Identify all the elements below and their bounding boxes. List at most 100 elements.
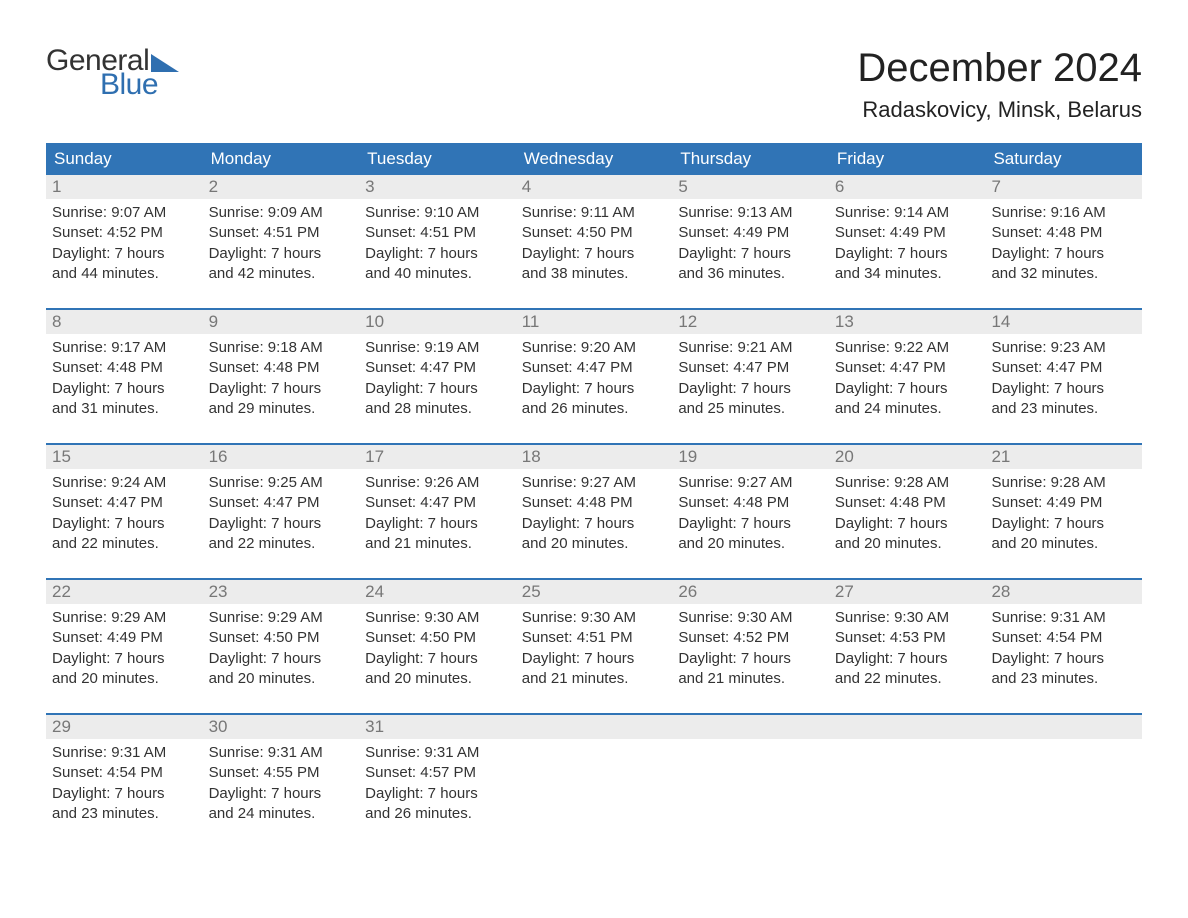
day-line: Daylight: 7 hours [678, 649, 823, 669]
day-body: Sunrise: 9:28 AMSunset: 4:48 PMDaylight:… [829, 469, 986, 554]
day-cell: 23Sunrise: 9:29 AMSunset: 4:50 PMDayligh… [203, 580, 360, 699]
day-cell [829, 715, 986, 834]
day-number: 2 [203, 175, 360, 199]
day-cell: 2Sunrise: 9:09 AMSunset: 4:51 PMDaylight… [203, 175, 360, 294]
day-number: 4 [516, 175, 673, 199]
day-line: Daylight: 7 hours [209, 649, 354, 669]
day-line: Sunset: 4:50 PM [209, 628, 354, 648]
day-line: Sunset: 4:49 PM [678, 223, 823, 243]
day-body: Sunrise: 9:16 AMSunset: 4:48 PMDaylight:… [985, 199, 1142, 284]
day-number: 3 [359, 175, 516, 199]
day-line: and 24 minutes. [209, 804, 354, 824]
day-line: Sunrise: 9:09 AM [209, 203, 354, 223]
day-body: Sunrise: 9:28 AMSunset: 4:49 PMDaylight:… [985, 469, 1142, 554]
day-cell: 1Sunrise: 9:07 AMSunset: 4:52 PMDaylight… [46, 175, 203, 294]
day-cell: 9Sunrise: 9:18 AMSunset: 4:48 PMDaylight… [203, 310, 360, 429]
day-cell: 8Sunrise: 9:17 AMSunset: 4:48 PMDaylight… [46, 310, 203, 429]
day-body: Sunrise: 9:29 AMSunset: 4:49 PMDaylight:… [46, 604, 203, 689]
day-line: and 21 minutes. [365, 534, 510, 554]
day-line: and 20 minutes. [991, 534, 1136, 554]
location-text: Radaskovicy, Minsk, Belarus [857, 97, 1142, 123]
day-line: and 42 minutes. [209, 264, 354, 284]
day-body: Sunrise: 9:10 AMSunset: 4:51 PMDaylight:… [359, 199, 516, 284]
day-line: Sunset: 4:48 PM [209, 358, 354, 378]
day-cell: 7Sunrise: 9:16 AMSunset: 4:48 PMDaylight… [985, 175, 1142, 294]
day-body: Sunrise: 9:31 AMSunset: 4:54 PMDaylight:… [46, 739, 203, 824]
day-number: 14 [985, 310, 1142, 334]
day-line: Sunset: 4:47 PM [678, 358, 823, 378]
day-number: 9 [203, 310, 360, 334]
day-body: Sunrise: 9:24 AMSunset: 4:47 PMDaylight:… [46, 469, 203, 554]
day-line: and 26 minutes. [365, 804, 510, 824]
day-number: 23 [203, 580, 360, 604]
day-line: Sunset: 4:47 PM [365, 358, 510, 378]
day-line: Daylight: 7 hours [365, 649, 510, 669]
day-cell: 16Sunrise: 9:25 AMSunset: 4:47 PMDayligh… [203, 445, 360, 564]
day-line: Sunrise: 9:19 AM [365, 338, 510, 358]
day-cell: 20Sunrise: 9:28 AMSunset: 4:48 PMDayligh… [829, 445, 986, 564]
day-cell: 13Sunrise: 9:22 AMSunset: 4:47 PMDayligh… [829, 310, 986, 429]
day-body: Sunrise: 9:29 AMSunset: 4:50 PMDaylight:… [203, 604, 360, 689]
day-line: Daylight: 7 hours [522, 649, 667, 669]
day-line: Sunrise: 9:10 AM [365, 203, 510, 223]
day-body: Sunrise: 9:26 AMSunset: 4:47 PMDaylight:… [359, 469, 516, 554]
day-line: Sunset: 4:55 PM [209, 763, 354, 783]
day-number: 13 [829, 310, 986, 334]
day-body: Sunrise: 9:30 AMSunset: 4:51 PMDaylight:… [516, 604, 673, 689]
day-body: Sunrise: 9:19 AMSunset: 4:47 PMDaylight:… [359, 334, 516, 419]
day-cell: 3Sunrise: 9:10 AMSunset: 4:51 PMDaylight… [359, 175, 516, 294]
day-number: 20 [829, 445, 986, 469]
day-line: Sunset: 4:48 PM [522, 493, 667, 513]
day-line: and 32 minutes. [991, 264, 1136, 284]
day-line: Sunset: 4:49 PM [991, 493, 1136, 513]
day-line: Sunrise: 9:13 AM [678, 203, 823, 223]
day-line: Sunrise: 9:29 AM [209, 608, 354, 628]
day-body: Sunrise: 9:25 AMSunset: 4:47 PMDaylight:… [203, 469, 360, 554]
day-line: Sunrise: 9:27 AM [522, 473, 667, 493]
day-line: and 20 minutes. [365, 669, 510, 689]
day-line: and 20 minutes. [52, 669, 197, 689]
day-line: Sunset: 4:47 PM [52, 493, 197, 513]
day-line: Sunrise: 9:30 AM [522, 608, 667, 628]
day-header: Friday [829, 143, 986, 175]
day-line: and 21 minutes. [678, 669, 823, 689]
day-number: 27 [829, 580, 986, 604]
day-line: Daylight: 7 hours [209, 244, 354, 264]
day-cell: 5Sunrise: 9:13 AMSunset: 4:49 PMDaylight… [672, 175, 829, 294]
day-body: Sunrise: 9:31 AMSunset: 4:54 PMDaylight:… [985, 604, 1142, 689]
day-line: Daylight: 7 hours [991, 244, 1136, 264]
day-line: Sunrise: 9:07 AM [52, 203, 197, 223]
day-cell: 11Sunrise: 9:20 AMSunset: 4:47 PMDayligh… [516, 310, 673, 429]
day-line: Daylight: 7 hours [365, 514, 510, 534]
day-line: Sunrise: 9:31 AM [991, 608, 1136, 628]
day-body: Sunrise: 9:31 AMSunset: 4:55 PMDaylight:… [203, 739, 360, 824]
day-cell: 28Sunrise: 9:31 AMSunset: 4:54 PMDayligh… [985, 580, 1142, 699]
day-header: Saturday [985, 143, 1142, 175]
day-body: Sunrise: 9:30 AMSunset: 4:53 PMDaylight:… [829, 604, 986, 689]
day-body: Sunrise: 9:27 AMSunset: 4:48 PMDaylight:… [516, 469, 673, 554]
day-line: Sunrise: 9:28 AM [835, 473, 980, 493]
day-line: Sunset: 4:47 PM [365, 493, 510, 513]
day-body: Sunrise: 9:17 AMSunset: 4:48 PMDaylight:… [46, 334, 203, 419]
day-line: Sunset: 4:47 PM [835, 358, 980, 378]
day-number: 29 [46, 715, 203, 739]
day-number: 19 [672, 445, 829, 469]
day-cell: 18Sunrise: 9:27 AMSunset: 4:48 PMDayligh… [516, 445, 673, 564]
day-line: Daylight: 7 hours [522, 379, 667, 399]
day-number: 15 [46, 445, 203, 469]
day-line: Sunset: 4:47 PM [991, 358, 1136, 378]
day-line: Daylight: 7 hours [209, 379, 354, 399]
day-line: and 29 minutes. [209, 399, 354, 419]
day-line: Daylight: 7 hours [991, 379, 1136, 399]
day-line: and 21 minutes. [522, 669, 667, 689]
day-body: Sunrise: 9:31 AMSunset: 4:57 PMDaylight:… [359, 739, 516, 824]
day-line: Daylight: 7 hours [991, 514, 1136, 534]
day-number: 16 [203, 445, 360, 469]
day-body: Sunrise: 9:07 AMSunset: 4:52 PMDaylight:… [46, 199, 203, 284]
day-cell: 25Sunrise: 9:30 AMSunset: 4:51 PMDayligh… [516, 580, 673, 699]
day-body: Sunrise: 9:30 AMSunset: 4:52 PMDaylight:… [672, 604, 829, 689]
day-number: 12 [672, 310, 829, 334]
day-line: and 20 minutes. [522, 534, 667, 554]
day-body: Sunrise: 9:30 AMSunset: 4:50 PMDaylight:… [359, 604, 516, 689]
day-body: Sunrise: 9:13 AMSunset: 4:49 PMDaylight:… [672, 199, 829, 284]
